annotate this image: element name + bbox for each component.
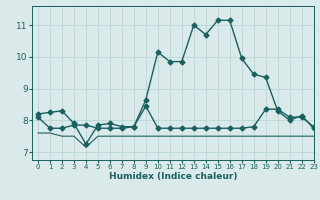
- X-axis label: Humidex (Indice chaleur): Humidex (Indice chaleur): [108, 172, 237, 181]
